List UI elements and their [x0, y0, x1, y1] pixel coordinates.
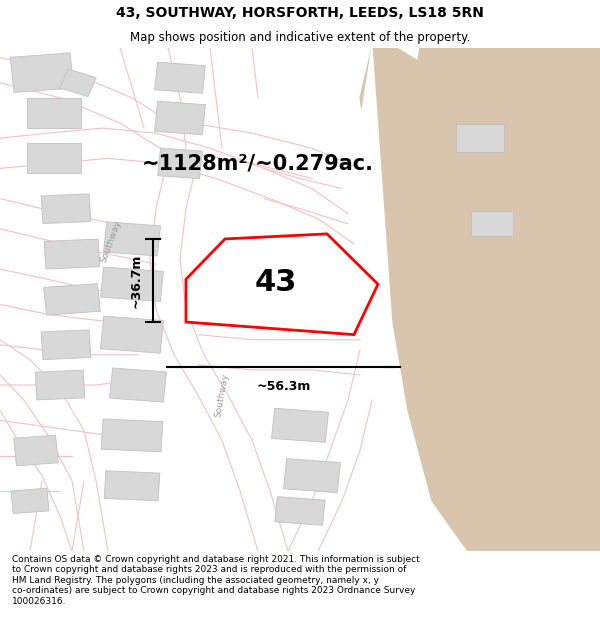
Polygon shape: [104, 471, 160, 501]
Polygon shape: [35, 370, 85, 400]
Polygon shape: [10, 53, 74, 92]
Text: ~36.7m: ~36.7m: [130, 253, 143, 308]
Polygon shape: [272, 408, 328, 442]
Text: Southway: Southway: [99, 219, 123, 264]
Polygon shape: [14, 435, 58, 466]
Polygon shape: [11, 488, 49, 514]
Polygon shape: [275, 497, 325, 525]
Polygon shape: [41, 330, 91, 359]
Polygon shape: [408, 48, 600, 551]
Polygon shape: [110, 368, 166, 402]
Polygon shape: [104, 222, 160, 256]
Polygon shape: [44, 284, 100, 315]
Polygon shape: [155, 101, 205, 135]
Polygon shape: [360, 48, 600, 551]
Polygon shape: [456, 124, 504, 152]
Text: ~56.3m: ~56.3m: [256, 380, 311, 393]
Text: Contains OS data © Crown copyright and database right 2021. This information is : Contains OS data © Crown copyright and d…: [12, 555, 420, 606]
Polygon shape: [41, 194, 91, 224]
Polygon shape: [155, 62, 205, 93]
Text: Southway: Southway: [214, 372, 230, 418]
Polygon shape: [60, 69, 96, 96]
Text: ~1128m²/~0.279ac.: ~1128m²/~0.279ac.: [142, 153, 374, 173]
Polygon shape: [44, 239, 100, 269]
Polygon shape: [101, 419, 163, 452]
Polygon shape: [27, 98, 81, 128]
Text: 43, SOUTHWAY, HORSFORTH, LEEDS, LS18 5RN: 43, SOUTHWAY, HORSFORTH, LEEDS, LS18 5RN: [116, 6, 484, 20]
Polygon shape: [354, 48, 408, 551]
Polygon shape: [27, 143, 81, 173]
Polygon shape: [284, 459, 340, 492]
Polygon shape: [101, 267, 163, 301]
Text: 43: 43: [255, 268, 297, 297]
Text: Map shows position and indicative extent of the property.: Map shows position and indicative extent…: [130, 31, 470, 44]
Polygon shape: [158, 148, 202, 179]
Polygon shape: [186, 234, 378, 334]
Polygon shape: [100, 316, 164, 353]
Polygon shape: [471, 211, 513, 236]
